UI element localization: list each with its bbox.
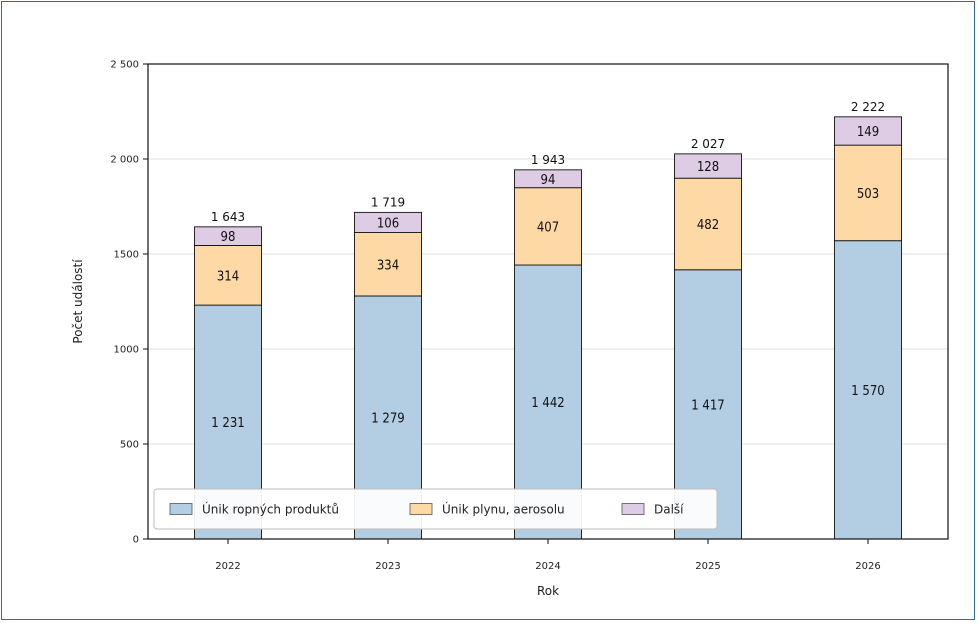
data-label: 128 xyxy=(697,160,719,175)
y-tick-label: 0 xyxy=(133,535,139,546)
y-tick-label: 2 000 xyxy=(110,155,139,166)
bar-segment xyxy=(674,177,742,271)
y-tick-label: 1000 xyxy=(114,345,139,356)
legend: Únik ropných produktů Únik plynu, aerosol… xyxy=(153,488,718,530)
bar-segment xyxy=(194,226,262,246)
bar-segment xyxy=(194,244,262,306)
y-tick-label: 2 500 xyxy=(110,60,139,71)
legend-label: Další xyxy=(654,503,684,517)
x-axis-title: Rok xyxy=(537,584,559,598)
data-label: 1 279 xyxy=(371,411,404,426)
bar-segment xyxy=(834,240,902,540)
y-axis: 0 500 1000 1500 2 000 2 500 xyxy=(110,60,148,546)
y-tick-label: 1500 xyxy=(114,250,139,261)
x-tick-label: 2025 xyxy=(695,561,720,572)
data-label: 503 xyxy=(857,187,879,202)
data-label: 94 xyxy=(541,173,556,188)
y-axis-title: Počet událostí xyxy=(71,259,85,344)
bars: 1 231 314 98 1 643 1 279 334 106 1 719 1 442 407 9… xyxy=(194,100,902,540)
data-label: 334 xyxy=(377,258,399,273)
plot-border xyxy=(147,63,949,540)
data-label: 106 xyxy=(377,216,399,231)
legend-label: Únik ropných produktů xyxy=(202,502,339,517)
data-label: 314 xyxy=(217,269,239,284)
total-label: 1 943 xyxy=(531,153,565,167)
data-label: 1 231 xyxy=(211,416,244,431)
total-label: 1 719 xyxy=(371,195,405,209)
x-tick-label: 2024 xyxy=(535,561,560,572)
bar-segment xyxy=(674,153,742,179)
data-label: 98 xyxy=(221,230,236,245)
data-label: 1 442 xyxy=(531,396,564,411)
data-label: 1 417 xyxy=(691,398,724,413)
x-axis: 2022 2023 2024 2025 2026 xyxy=(215,539,881,572)
bar-segment xyxy=(354,211,422,233)
x-tick-label: 2023 xyxy=(375,561,400,572)
data-label: 482 xyxy=(697,218,719,233)
legend-swatch xyxy=(409,503,433,515)
data-label: 149 xyxy=(857,125,879,140)
x-tick-label: 2026 xyxy=(855,561,880,572)
legend-swatch xyxy=(621,503,645,515)
legend-box xyxy=(153,488,718,530)
legend-label: Únik plynu, aerosolu xyxy=(442,502,565,517)
bar-segment xyxy=(514,169,582,189)
x-tick-label: 2022 xyxy=(215,561,240,572)
data-label: 1 570 xyxy=(851,384,884,399)
total-label: 2 222 xyxy=(851,100,885,114)
bar-segment xyxy=(834,116,902,146)
legend-swatch xyxy=(169,503,193,515)
total-label: 1 643 xyxy=(211,210,245,224)
y-tick-label: 500 xyxy=(120,440,139,451)
data-label: 407 xyxy=(537,220,559,235)
bar-segment xyxy=(354,232,422,297)
total-label: 2 027 xyxy=(691,137,725,151)
bar-segment xyxy=(514,187,582,266)
